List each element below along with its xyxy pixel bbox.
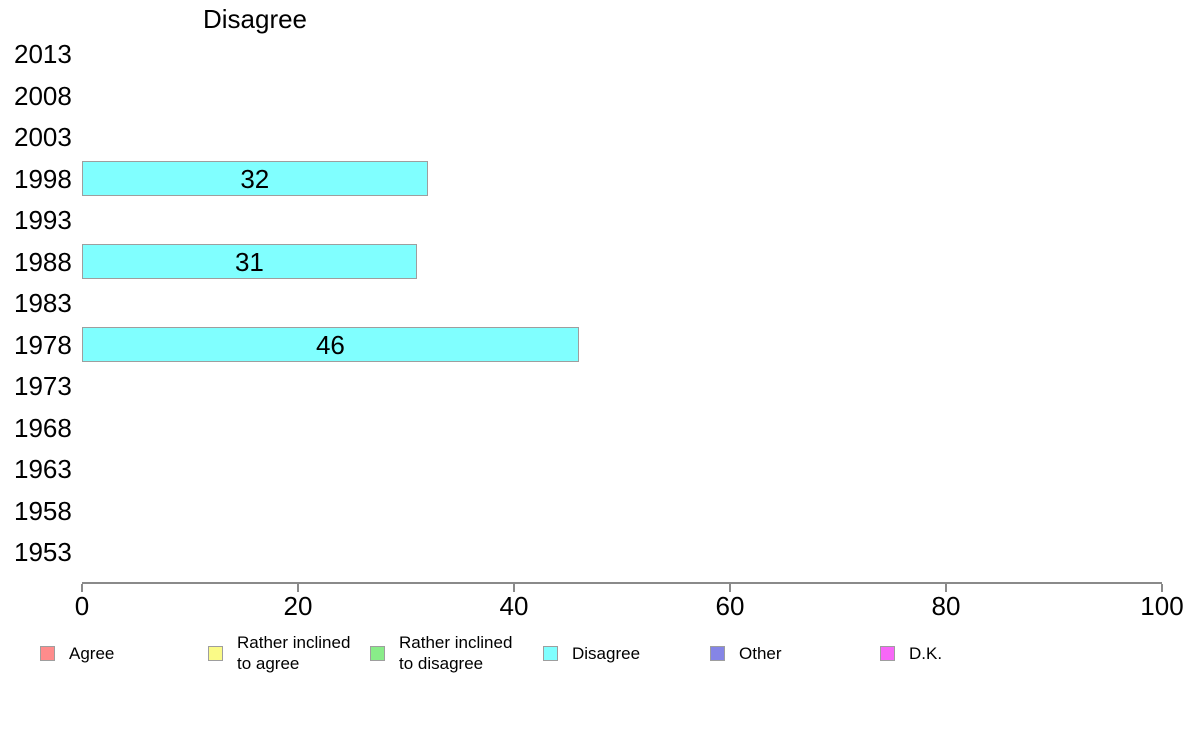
x-axis-tick [729,584,731,592]
x-axis-tick-label: 0 [74,591,90,621]
y-axis-label: 1953 [14,537,72,567]
y-axis-label: 1963 [14,454,72,484]
bar: 31 [82,244,417,279]
legend-label-agree: Agree [69,643,114,664]
bar-value-label: 32 [240,163,270,194]
y-axis-label: 1993 [14,205,72,235]
x-axis-tick [945,584,947,592]
legend-swatch-dk [880,646,895,661]
y-axis-label: 2003 [14,122,72,152]
bar-value-label: 46 [315,329,345,360]
y-axis-label: 1998 [14,163,72,194]
y-axis-label: 1983 [14,288,72,318]
y-axis-label: 2013 [14,39,72,69]
y-axis-label: 1988 [14,246,72,277]
legend-label-dk: D.K. [909,643,942,664]
legend-label-disagree: Disagree [572,643,640,664]
legend-label-line: to agree [237,654,300,673]
legend-label-line: to disagree [399,654,484,673]
legend-label-line: Disagree [572,643,641,663]
legend-label-line: Other [739,643,782,663]
y-axis-label: 1958 [14,495,72,526]
y-axis-label: 1968 [14,412,72,443]
y-axis-label: 2008 [14,80,72,111]
x-axis-line [82,582,1162,584]
x-axis-tick-label: 40 [499,591,529,621]
legend-label-line: D.K. [909,643,943,663]
x-axis-tick [513,584,515,592]
legend-label-line: Rather inclined [399,633,513,652]
y-axis-label: 1978 [14,329,72,360]
bar: 32 [82,161,428,196]
legend-swatch-agree [40,646,55,661]
legend-swatch-rather-disagree [370,646,385,661]
x-axis-tick [81,584,83,592]
chart-title: Disagree [202,4,308,34]
x-axis-tick-label: 100 [1140,591,1184,621]
bar: 46 [82,327,579,362]
legend-swatch-other [710,646,725,661]
x-axis-tick-label: 20 [283,591,313,621]
x-axis-tick-label: 60 [715,591,745,621]
x-axis-tick-label: 80 [931,591,961,621]
x-axis-tick [1161,584,1163,592]
legend-swatch-rather-agree [208,646,223,661]
legend-label-line: Rather inclined [237,633,351,652]
bar-value-label: 31 [234,246,264,277]
x-axis-tick [297,584,299,592]
legend-label-other: Other [739,643,782,664]
legend-label-line: Agree [69,643,115,663]
legend-label-rather-disagree: Rather inclined to disagree [399,632,512,674]
y-axis-label: 1973 [14,371,72,401]
legend-label-rather-agree: Rather inclined to agree [237,632,350,674]
legend-swatch-disagree [543,646,558,661]
